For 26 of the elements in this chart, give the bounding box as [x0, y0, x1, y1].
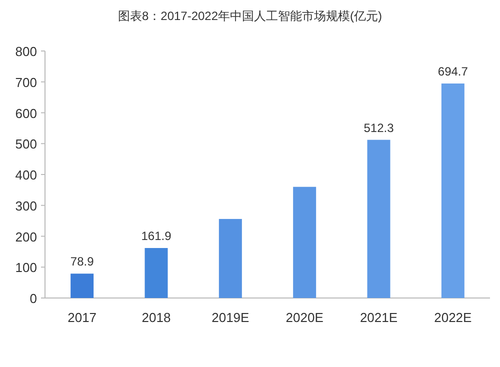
x-tick-label: 2018 — [142, 310, 171, 325]
y-tick-label: 600 — [15, 106, 37, 121]
data-label: 512.3 — [364, 120, 394, 135]
chart-title: 图表8：2017-2022年中国人工智能市场规模(亿元) — [118, 9, 382, 23]
data-label: 694.7 — [438, 64, 468, 79]
data-label: 161.9 — [141, 229, 172, 244]
bar — [293, 186, 316, 298]
bar — [144, 248, 168, 298]
x-tick-label: 2019E — [212, 310, 250, 325]
bar — [70, 274, 94, 298]
bar — [441, 84, 464, 298]
y-tick-label: 500 — [15, 136, 37, 152]
x-tick-label: 2017 — [68, 310, 97, 325]
data-label: 78.9 — [70, 254, 94, 269]
y-tick-label: 300 — [15, 198, 37, 214]
x-tick-label: 2020E — [286, 310, 324, 325]
bar — [218, 218, 242, 298]
y-tick-label: 400 — [15, 168, 37, 182]
y-tick-label: 0 — [30, 291, 37, 306]
y-tick-label: 200 — [15, 229, 37, 244]
bar — [367, 140, 390, 298]
y-tick-label: 100 — [15, 260, 37, 276]
x-tick-label: 2021E — [360, 310, 398, 325]
y-tick-label: 700 — [15, 74, 37, 90]
x-tick-label: 2022E — [434, 310, 472, 325]
y-tick-label: 800 — [15, 44, 37, 59]
